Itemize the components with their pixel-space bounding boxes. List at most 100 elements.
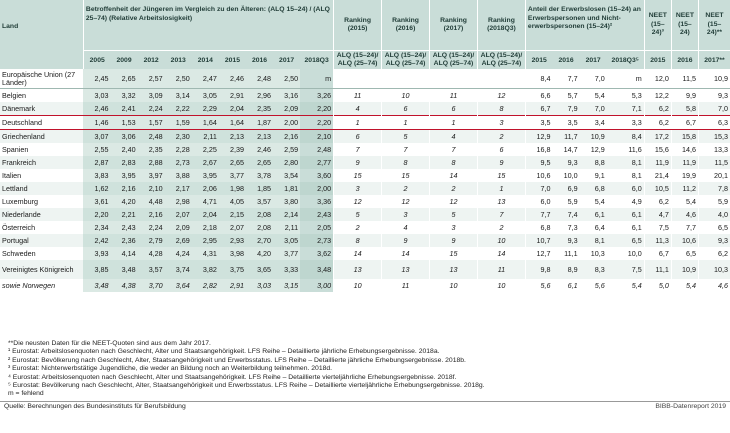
footnote-line: m = fehlend [8,390,44,398]
ranking-cell: 11 [476,260,526,279]
footnote-line: **Die neusten Daten für die NEET-Quoten … [8,340,211,347]
table-row: Österreich 2,34 2,43 2,24 2,09 2,18 2,07 2,08 2,… [0,221,730,234]
relative-unemployment-cell: 2,35 [245,102,274,116]
neet-cell: 5,8 [670,102,699,116]
relative-unemployment-cell: 1,57 [137,115,165,130]
neet-cell: 10,3 [697,260,730,279]
ranking-cell: 12 [381,195,430,208]
ranking-cell: 2 [333,221,382,234]
relative-unemployment-cell: 3,26 [300,88,334,102]
header-year-rel: 2014 [191,50,219,69]
ranking-cell: 2 [476,221,526,234]
relative-unemployment-cell: 2,20 [83,208,111,221]
relative-unemployment-cell: 1,53 [110,115,138,130]
relative-unemployment-cell: 3,14 [164,88,192,102]
relative-unemployment-cell: 2,08 [245,208,274,221]
relative-unemployment-cell: 4,28 [137,247,165,260]
neet-cell: 6,7 [643,247,672,260]
country-name: Portugal [0,234,84,247]
table-row: Niederlande 2,20 2,21 2,16 2,07 2,04 2,15 2,08 2… [0,208,730,221]
relative-unemployment-cell: 2,25 [191,143,219,156]
ranking-cell: 2 [476,129,526,143]
relative-unemployment-cell: 3,33 [273,260,301,279]
neet-cell: 10,5 [643,182,672,195]
ranking-cell: 15 [476,169,526,182]
neet-cell: 5,9 [697,195,730,208]
relative-unemployment-cell: 2,98 [164,195,192,208]
country-name: Europäische Union (27 Länder) [0,69,84,89]
relative-unemployment-cell: 4,24 [164,247,192,260]
footnote-line: ⁵ Eurostat: Bevölkerung nach Geschlecht,… [8,382,485,390]
neet-cell: 5,0 [643,279,672,292]
unemployed-share-cell: 6,1 [579,208,607,221]
unemployed-share-cell: 9,3 [552,156,580,169]
relative-unemployment-cell: 3,93 [83,247,111,260]
ranking-cell: 2 [381,182,430,195]
relative-unemployment-cell: 3,00 [300,279,334,292]
unemployed-share-cell: 5,9 [567,197,578,206]
relative-unemployment-cell: 3,80 [273,195,301,208]
relative-unemployment-cell: 4,14 [110,247,138,260]
neet-cell: 11,9 [643,156,672,169]
table-row: Spanien 2,55 2,40 2,35 2,28 2,25 2,39 2,46 2,59 2… [0,143,730,156]
unemployed-share-cell: 5,4 [594,91,605,100]
table-row: Italien 3,83 3,95 3,97 3,88 3,95 3,77 3,78 3,54 3… [0,169,730,182]
unemployed-share-cell: 3,4 [579,115,607,130]
unemployed-share-cell: 9,5 [524,156,553,169]
relative-unemployment-cell: 2,67 [191,156,219,169]
relative-unemployment-cell: 3,36 [300,195,334,208]
neet-cell: 21,4 [643,169,672,182]
unemployed-share-cell: 6,0 [606,182,645,195]
header-year-rel: 2016 [245,50,274,69]
ranking-cell: 9 [429,234,478,247]
neet-cell: 6,2 [643,115,672,130]
relative-unemployment-cell: 3,57 [137,260,165,279]
relative-unemployment-cell: 3,62 [300,247,334,260]
relative-unemployment-cell: 3,07 [83,129,111,143]
relative-unemployment-cell: 3,09 [137,88,165,102]
ranking-cell: 12 [429,195,478,208]
relative-unemployment-cell: 2,91 [218,88,246,102]
ranking-cell: 3 [429,221,478,234]
relative-unemployment-cell: 2,73 [164,156,192,169]
neet-cell: 17,2 [643,129,672,143]
ranking-cell: 9 [381,234,430,247]
header-unemployed-share: Anteil der Erwerbslosen (15–24) an Erwer… [524,0,645,51]
unemployed-share-cell: 10,6 [524,169,553,182]
relative-unemployment-cell: 1,64 [218,115,246,130]
header-neet-2016: NEET (15–24) [670,0,699,51]
unemployed-share-cell: 5,6 [524,279,553,292]
unemployed-share-cell: 12,7 [524,247,553,260]
unemployed-share-cell: 12,9 [590,145,605,154]
relative-unemployment-cell: 3,16 [273,88,301,102]
relative-unemployment-cell: 4,48 [137,195,165,208]
relative-unemployment-cell: 2,69 [164,234,192,247]
ranking-cell: 7 [333,143,382,156]
unemployed-share-cell: 7,3 [567,223,578,232]
unemployed-share-cell: 11,1 [564,249,578,258]
ranking-cell: 14 [429,169,478,182]
ranking-cell: 5 [429,208,478,221]
ranking-cell: 13 [333,260,382,279]
table-row: Luxemburg 3,61 4,20 4,48 2,98 4,71 4,05 3,57 3,8… [0,195,730,208]
footnotes: **Die neusten Daten für die NEET-Quoten … [0,340,730,411]
neet-cell: 15,3 [697,129,730,143]
source-line: Quelle: Berechnungen des Bundesinstituts… [0,400,730,411]
unemployed-share-cell: 5,7 [567,91,578,100]
ranking-cell: 9 [476,156,526,169]
neet-cell: 7,7 [670,221,699,234]
relative-unemployment-cell: 2,07 [164,208,192,221]
relative-unemployment-cell: 3,95 [110,169,138,182]
unemployed-share-cell: 10,3 [590,249,605,258]
header-year-share: 2017 [579,50,607,69]
relative-unemployment-cell: 2,87 [83,156,111,169]
ranking-cell: 8 [333,234,382,247]
relative-unemployment-cell: 2,35 [137,143,165,156]
footnote-line: ² Eurostat: Bevölkerung nach Geschlecht,… [8,356,466,364]
unemployed-share-cell: 10,9 [579,129,607,143]
relative-unemployment-cell: 2,08 [245,221,274,234]
neet-cell: 11,5 [697,156,730,169]
relative-unemployment-cell: 2,45 [83,69,111,89]
unemployed-share-cell: 7,9 [552,102,580,116]
ranking-cell [476,69,526,89]
